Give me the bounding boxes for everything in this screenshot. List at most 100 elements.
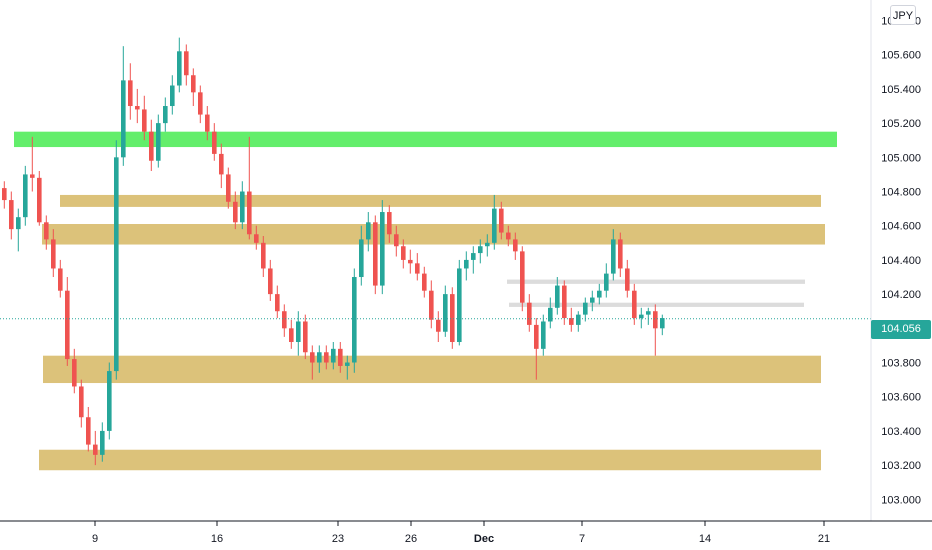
y-tick-label: 104.400 bbox=[881, 255, 921, 267]
candle-body bbox=[520, 251, 525, 303]
candle-body bbox=[408, 259, 413, 264]
y-tick-label: 103.600 bbox=[881, 392, 921, 404]
candle bbox=[128, 63, 133, 120]
candle bbox=[23, 165, 28, 226]
candle bbox=[520, 246, 525, 312]
candle bbox=[135, 88, 140, 124]
candle-body bbox=[429, 290, 434, 320]
candle bbox=[338, 342, 343, 373]
candle-body bbox=[373, 222, 378, 286]
x-axis[interactable]: 9 16 23 26 Dec 7 14 21 bbox=[92, 521, 830, 545]
candle bbox=[58, 259, 63, 298]
currency-badge[interactable]: JPY bbox=[890, 5, 916, 25]
candle-body bbox=[100, 430, 105, 455]
candle-body bbox=[569, 318, 574, 325]
candle bbox=[555, 277, 560, 315]
x-tick-label: 14 bbox=[699, 533, 711, 545]
candle-body bbox=[247, 191, 252, 235]
candle bbox=[387, 205, 392, 243]
candle-body bbox=[632, 290, 637, 319]
candle bbox=[422, 266, 427, 298]
candle-body bbox=[499, 208, 504, 233]
candle-body bbox=[590, 297, 595, 303]
candle-body bbox=[2, 188, 7, 201]
candle bbox=[527, 294, 532, 332]
candle-body bbox=[16, 217, 21, 230]
last-price-label: 104.056 bbox=[871, 320, 931, 339]
candle bbox=[198, 85, 203, 124]
candle bbox=[625, 259, 630, 298]
y-tick-label: 103.800 bbox=[881, 358, 921, 370]
candle-body bbox=[338, 348, 343, 366]
candle-body bbox=[653, 311, 658, 329]
candle bbox=[415, 253, 420, 281]
candle bbox=[184, 44, 189, 86]
candle-body bbox=[58, 268, 63, 291]
y-axis[interactable]: 105.800105.600105.400105.200105.000104.8… bbox=[881, 16, 921, 507]
candle bbox=[303, 314, 308, 360]
candle-body bbox=[268, 268, 273, 295]
candle bbox=[65, 277, 70, 366]
candle-body bbox=[555, 285, 560, 308]
candle-body bbox=[597, 290, 602, 298]
gold-zone bbox=[43, 355, 821, 384]
candle bbox=[499, 201, 504, 240]
candle-body bbox=[485, 242, 490, 247]
y-tick-label: 103.400 bbox=[881, 426, 921, 438]
candle bbox=[317, 345, 322, 373]
x-tick-label: 7 bbox=[579, 533, 585, 545]
candle-body bbox=[9, 200, 14, 230]
candle-body bbox=[212, 131, 217, 154]
candle-body bbox=[611, 239, 616, 274]
candle bbox=[324, 345, 329, 370]
y-tick-label: 105.400 bbox=[881, 84, 921, 96]
candle-body bbox=[121, 80, 126, 158]
candle-body bbox=[219, 153, 224, 175]
candle bbox=[506, 225, 511, 247]
y-tick-label: 103.200 bbox=[881, 460, 921, 472]
candle-body bbox=[254, 234, 259, 243]
candle bbox=[478, 239, 483, 264]
candle-body bbox=[380, 212, 385, 286]
candle-body bbox=[128, 80, 133, 107]
candle bbox=[548, 297, 553, 329]
candle-body bbox=[65, 290, 70, 360]
candle bbox=[72, 348, 77, 394]
candles-layer bbox=[2, 37, 665, 466]
candle-body bbox=[198, 92, 203, 115]
candle-body bbox=[30, 174, 35, 178]
candle-body bbox=[177, 51, 182, 86]
candle bbox=[9, 191, 14, 240]
candle-body bbox=[660, 318, 665, 329]
candle-body bbox=[639, 314, 644, 319]
candle bbox=[205, 106, 210, 141]
green-zone bbox=[14, 131, 837, 148]
y-tick-label: 104.600 bbox=[881, 221, 921, 233]
gold-zone bbox=[39, 449, 821, 471]
candle-body bbox=[583, 302, 588, 315]
candle bbox=[639, 307, 644, 329]
candle-body bbox=[625, 268, 630, 291]
candle-body bbox=[303, 321, 308, 353]
candle bbox=[107, 362, 112, 440]
candle bbox=[149, 119, 154, 171]
candle-body bbox=[492, 208, 497, 243]
candle bbox=[569, 307, 574, 332]
y-tick-label: 103.000 bbox=[881, 494, 921, 506]
candle-body bbox=[457, 268, 462, 342]
y-tick-label: 105.600 bbox=[881, 50, 921, 62]
candle bbox=[464, 251, 469, 281]
candle-body bbox=[401, 246, 406, 260]
candle-body bbox=[163, 106, 168, 124]
candle-body bbox=[478, 246, 483, 254]
candle-body bbox=[576, 314, 581, 325]
y-tick-label: 105.000 bbox=[881, 152, 921, 164]
candle bbox=[261, 235, 266, 278]
candle bbox=[583, 297, 588, 322]
y-tick-label: 104.800 bbox=[881, 187, 921, 199]
candle-body bbox=[296, 321, 301, 342]
candle-body bbox=[541, 321, 546, 349]
candle bbox=[590, 290, 595, 312]
x-tick-label: Dec bbox=[474, 533, 494, 545]
